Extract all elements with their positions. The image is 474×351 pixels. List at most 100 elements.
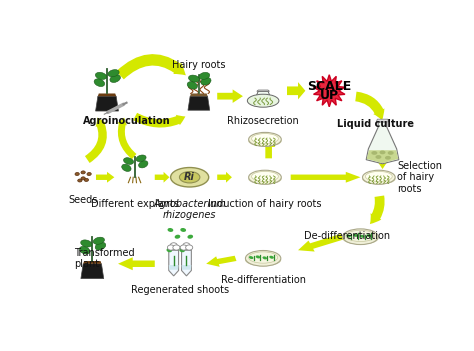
Ellipse shape [362, 173, 395, 185]
Ellipse shape [249, 252, 278, 263]
Text: Induction of hairy roots: Induction of hairy roots [208, 199, 322, 209]
Circle shape [173, 245, 180, 250]
Ellipse shape [248, 135, 282, 147]
FancyArrowPatch shape [133, 113, 185, 127]
Polygon shape [182, 265, 191, 270]
Ellipse shape [199, 72, 210, 79]
Text: Different explants: Different explants [91, 199, 179, 209]
FancyArrowPatch shape [356, 92, 384, 120]
Ellipse shape [189, 75, 200, 82]
Ellipse shape [187, 82, 197, 89]
Polygon shape [257, 90, 270, 91]
Polygon shape [313, 75, 345, 107]
Ellipse shape [81, 240, 92, 247]
Ellipse shape [180, 172, 200, 183]
Polygon shape [169, 250, 179, 276]
Ellipse shape [171, 167, 209, 187]
Ellipse shape [252, 133, 278, 144]
Polygon shape [118, 257, 155, 270]
Circle shape [180, 245, 187, 250]
Ellipse shape [84, 178, 89, 181]
Ellipse shape [180, 228, 186, 232]
Ellipse shape [80, 246, 90, 254]
Ellipse shape [346, 234, 351, 238]
Ellipse shape [246, 251, 281, 266]
Polygon shape [188, 96, 210, 110]
Text: Re-differentiation: Re-differentiation [220, 274, 306, 285]
FancyArrowPatch shape [116, 54, 186, 79]
Polygon shape [98, 93, 116, 96]
Text: De-differentiation: De-differentiation [304, 231, 390, 241]
Ellipse shape [136, 155, 146, 162]
Ellipse shape [365, 171, 392, 181]
Ellipse shape [81, 171, 85, 174]
Ellipse shape [249, 132, 281, 146]
Polygon shape [376, 119, 389, 122]
Ellipse shape [255, 256, 260, 258]
Circle shape [183, 243, 190, 248]
Ellipse shape [187, 235, 193, 239]
Ellipse shape [388, 151, 394, 155]
Polygon shape [96, 96, 118, 111]
Ellipse shape [346, 230, 375, 241]
Ellipse shape [108, 69, 119, 77]
Polygon shape [182, 250, 191, 276]
Ellipse shape [81, 177, 85, 180]
Ellipse shape [87, 172, 91, 176]
Ellipse shape [78, 179, 82, 182]
Text: Selection
of hairy
roots: Selection of hairy roots [397, 161, 442, 194]
Ellipse shape [342, 232, 379, 245]
Circle shape [170, 243, 177, 248]
Ellipse shape [343, 229, 378, 245]
Polygon shape [169, 265, 179, 270]
Polygon shape [217, 90, 243, 103]
Polygon shape [366, 122, 399, 164]
Text: Regenerated shoots: Regenerated shoots [131, 285, 229, 295]
Ellipse shape [93, 237, 104, 244]
Ellipse shape [75, 172, 79, 176]
Ellipse shape [179, 248, 185, 252]
Text: SCALE: SCALE [307, 80, 351, 93]
Ellipse shape [385, 156, 391, 160]
Text: UP: UP [319, 88, 339, 101]
Polygon shape [298, 234, 344, 252]
Polygon shape [206, 256, 237, 267]
Ellipse shape [380, 151, 385, 154]
Text: Transformed
plant: Transformed plant [74, 247, 135, 269]
Ellipse shape [122, 164, 131, 171]
Ellipse shape [249, 170, 281, 184]
Polygon shape [217, 172, 232, 183]
Ellipse shape [269, 256, 274, 259]
Ellipse shape [167, 228, 173, 232]
FancyArrowPatch shape [370, 196, 384, 224]
Ellipse shape [371, 151, 377, 155]
Text: Seeds: Seeds [68, 195, 98, 205]
Text: Agroinoculation: Agroinoculation [83, 117, 171, 126]
Polygon shape [367, 150, 398, 163]
Ellipse shape [245, 254, 281, 266]
Ellipse shape [248, 173, 282, 185]
Ellipse shape [363, 170, 395, 184]
FancyArrowPatch shape [85, 118, 107, 163]
FancyArrowPatch shape [377, 161, 388, 169]
Ellipse shape [95, 242, 106, 250]
Polygon shape [262, 139, 275, 158]
Ellipse shape [247, 94, 279, 107]
Polygon shape [190, 93, 208, 96]
Ellipse shape [353, 234, 357, 237]
Circle shape [186, 245, 193, 250]
Text: Ri: Ri [184, 172, 195, 182]
Ellipse shape [252, 171, 278, 181]
Polygon shape [81, 264, 104, 279]
Ellipse shape [166, 248, 172, 252]
Ellipse shape [367, 234, 371, 237]
Ellipse shape [249, 256, 254, 259]
Text: Agrobacterium
rhizogenes: Agrobacterium rhizogenes [153, 199, 226, 220]
Polygon shape [291, 172, 360, 183]
Circle shape [167, 245, 174, 250]
Polygon shape [96, 172, 114, 183]
Polygon shape [287, 82, 305, 99]
Ellipse shape [263, 256, 267, 259]
Text: Hairy roots: Hairy roots [172, 60, 226, 71]
Ellipse shape [124, 158, 134, 164]
